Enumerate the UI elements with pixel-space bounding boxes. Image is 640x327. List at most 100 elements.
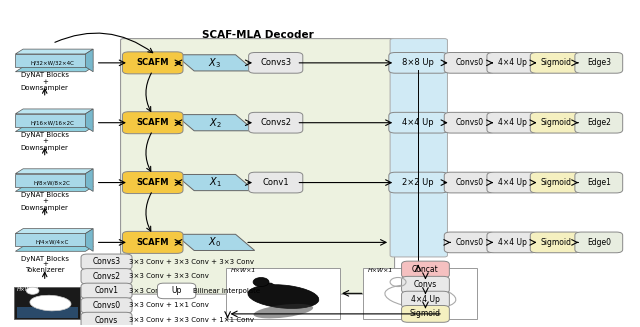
Polygon shape <box>175 175 255 191</box>
FancyBboxPatch shape <box>364 267 477 319</box>
Ellipse shape <box>253 278 269 286</box>
Text: Convs: Convs <box>414 280 437 289</box>
FancyBboxPatch shape <box>575 112 623 133</box>
Polygon shape <box>15 127 93 131</box>
FancyBboxPatch shape <box>575 53 623 73</box>
Text: Convs0: Convs0 <box>456 238 484 247</box>
FancyBboxPatch shape <box>444 112 495 133</box>
FancyBboxPatch shape <box>531 112 581 133</box>
Polygon shape <box>175 55 255 71</box>
Polygon shape <box>175 115 255 131</box>
FancyBboxPatch shape <box>444 53 495 73</box>
Text: Conv1: Conv1 <box>95 286 118 295</box>
Text: Edge3: Edge3 <box>587 58 611 67</box>
Text: 4×4 Up: 4×4 Up <box>498 58 527 67</box>
Text: 3×3 Conv + 3×3 Conv: 3×3 Conv + 3×3 Conv <box>129 273 209 279</box>
FancyBboxPatch shape <box>120 39 394 294</box>
Text: Sigmoid: Sigmoid <box>540 118 572 127</box>
Text: Sigmoid: Sigmoid <box>540 238 572 247</box>
Text: H×W×1: H×W×1 <box>368 268 393 273</box>
Text: Edge2: Edge2 <box>587 118 611 127</box>
Ellipse shape <box>30 295 71 311</box>
Polygon shape <box>15 49 93 54</box>
Text: H×W×1: H×W×1 <box>231 268 256 273</box>
FancyBboxPatch shape <box>122 52 183 74</box>
Text: Sigmoid: Sigmoid <box>540 58 572 67</box>
FancyBboxPatch shape <box>81 283 132 299</box>
Text: H/16×W/16×2C: H/16×W/16×2C <box>31 120 74 125</box>
FancyBboxPatch shape <box>81 298 132 313</box>
FancyBboxPatch shape <box>122 112 183 134</box>
Text: +: + <box>42 198 47 204</box>
Text: 4×4 Up: 4×4 Up <box>411 295 440 304</box>
Text: Convs3: Convs3 <box>92 257 120 266</box>
FancyBboxPatch shape <box>122 232 183 253</box>
FancyBboxPatch shape <box>487 53 538 73</box>
Text: Downsampler: Downsampler <box>20 145 68 151</box>
Text: $X_3$: $X_3$ <box>209 56 221 70</box>
Text: H/32×W/32×4C: H/32×W/32×4C <box>31 60 74 65</box>
Ellipse shape <box>253 304 313 318</box>
Text: 3×3 Conv + 1×1 Conv: 3×3 Conv + 1×1 Conv <box>129 302 209 308</box>
Polygon shape <box>86 109 93 131</box>
Text: 4×4 Up: 4×4 Up <box>498 238 527 247</box>
FancyBboxPatch shape <box>390 39 447 257</box>
Polygon shape <box>15 169 93 174</box>
FancyBboxPatch shape <box>487 172 538 193</box>
FancyBboxPatch shape <box>401 276 449 293</box>
FancyBboxPatch shape <box>81 254 132 269</box>
Polygon shape <box>15 54 86 67</box>
FancyBboxPatch shape <box>487 232 538 253</box>
Text: Downsampler: Downsampler <box>20 205 68 211</box>
Polygon shape <box>15 67 93 72</box>
Text: H/8×W/8×2C: H/8×W/8×2C <box>34 180 71 185</box>
Text: H×W×3: H×W×3 <box>17 287 40 292</box>
FancyBboxPatch shape <box>575 172 623 193</box>
FancyBboxPatch shape <box>531 172 581 193</box>
Text: Convs0: Convs0 <box>456 118 484 127</box>
Polygon shape <box>86 169 93 191</box>
Text: DyNAT Blocks: DyNAT Blocks <box>20 132 68 138</box>
Text: Edge0: Edge0 <box>587 238 611 247</box>
Text: Convs2: Convs2 <box>93 272 120 281</box>
FancyBboxPatch shape <box>157 283 196 299</box>
FancyBboxPatch shape <box>531 232 581 253</box>
FancyBboxPatch shape <box>575 232 623 253</box>
Text: 2×2 Up: 2×2 Up <box>403 178 434 187</box>
Text: Downsampler: Downsampler <box>20 85 68 91</box>
Polygon shape <box>15 174 86 187</box>
Text: $X_1$: $X_1$ <box>209 176 221 189</box>
FancyBboxPatch shape <box>389 112 447 133</box>
Text: 3×3 Conv: 3×3 Conv <box>129 288 164 294</box>
Text: 4×4 Up: 4×4 Up <box>498 118 527 127</box>
Text: Up: Up <box>172 286 182 295</box>
Text: SCAFM: SCAFM <box>136 238 169 247</box>
Text: 8×8 Up: 8×8 Up <box>402 58 434 67</box>
Text: SCAFM: SCAFM <box>136 178 169 187</box>
FancyBboxPatch shape <box>389 53 447 73</box>
Ellipse shape <box>248 285 319 308</box>
Text: +: + <box>42 138 47 145</box>
Text: Convs0: Convs0 <box>456 178 484 187</box>
Ellipse shape <box>26 287 39 294</box>
Text: DyNAT Blocks: DyNAT Blocks <box>20 72 68 78</box>
FancyBboxPatch shape <box>17 307 78 318</box>
FancyBboxPatch shape <box>401 305 449 322</box>
Text: Conv1: Conv1 <box>262 178 289 187</box>
Text: +: + <box>42 78 47 85</box>
Polygon shape <box>15 109 93 114</box>
Text: Concat: Concat <box>412 265 439 274</box>
Text: Sigmoid: Sigmoid <box>540 178 572 187</box>
FancyBboxPatch shape <box>248 53 303 73</box>
FancyBboxPatch shape <box>248 172 303 193</box>
Text: Convs0: Convs0 <box>92 301 120 310</box>
Text: 3×3 Conv + 3×3 Conv + 3×3 Conv: 3×3 Conv + 3×3 Conv + 3×3 Conv <box>129 259 254 265</box>
Text: 4×4 Up: 4×4 Up <box>498 178 527 187</box>
FancyBboxPatch shape <box>81 268 132 284</box>
Text: Convs0: Convs0 <box>456 58 484 67</box>
FancyBboxPatch shape <box>122 172 183 194</box>
Text: Convs3: Convs3 <box>260 58 291 67</box>
Text: Sigmoid: Sigmoid <box>410 309 441 318</box>
Text: 3×3 Conv + 3×3 Conv + 1×1 Conv: 3×3 Conv + 3×3 Conv + 1×1 Conv <box>129 317 254 323</box>
Text: SCAF-MLA Decoder: SCAF-MLA Decoder <box>202 30 314 40</box>
